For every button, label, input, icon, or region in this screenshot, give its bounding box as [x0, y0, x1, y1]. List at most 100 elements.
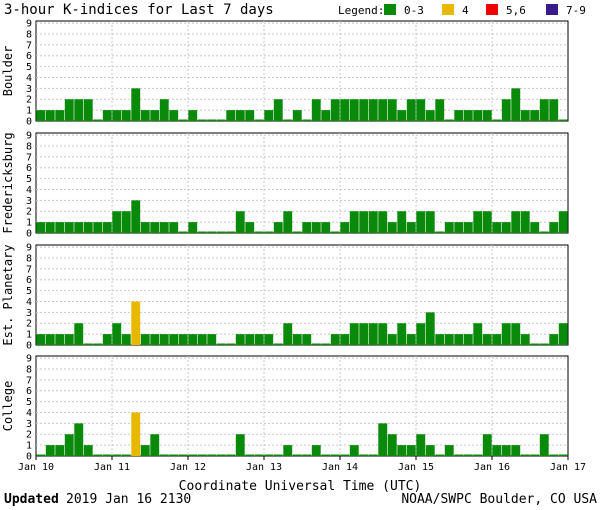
k-index-bar — [482, 110, 492, 121]
k-index-bar — [492, 334, 502, 345]
y-tick-label: 5 — [26, 286, 32, 297]
y-tick-label: 6 — [26, 51, 32, 62]
k-index-bar — [226, 343, 236, 345]
k-index-bar — [520, 110, 530, 121]
k-index-bar — [558, 211, 568, 233]
k-index-bar — [549, 99, 559, 121]
k-index-bar — [378, 323, 388, 345]
k-index-bar — [416, 211, 426, 233]
k-index-bar — [226, 454, 236, 456]
k-index-bar — [473, 323, 483, 345]
k-index-bar — [539, 231, 549, 233]
k-index-bar — [216, 454, 226, 456]
k-index-bar — [416, 323, 426, 345]
k-index-bar — [159, 222, 169, 233]
k-index-bar — [330, 454, 340, 456]
legend-label-3: 5,6 — [506, 4, 526, 17]
k-index-bar — [425, 445, 435, 456]
k-index-bar — [311, 222, 321, 233]
k-index-bar — [121, 334, 131, 345]
k-index-bar — [283, 211, 293, 233]
y-tick-label: 9 — [26, 131, 32, 142]
y-tick-label: 1 — [26, 106, 32, 117]
k-index-bar — [283, 445, 293, 456]
k-index-bar — [330, 231, 340, 233]
k-index-bar — [93, 119, 103, 121]
k-index-bar — [102, 334, 112, 345]
k-index-bar — [197, 231, 207, 233]
k-index-bar — [330, 334, 340, 345]
k-index-bar — [530, 222, 540, 233]
k-index-bar — [368, 211, 378, 233]
k-index-bar — [74, 99, 84, 121]
k-index-bar — [492, 445, 502, 456]
y-tick-label: 9 — [26, 19, 32, 30]
k-index-bar — [435, 99, 445, 121]
y-tick-label: 5 — [26, 174, 32, 185]
y-tick-label: 4 — [26, 297, 32, 308]
k-index-bar — [454, 454, 464, 456]
y-tick-label: 2 — [26, 430, 32, 441]
k-index-bar — [93, 454, 103, 456]
k-index-bar — [311, 445, 321, 456]
legend-title: Legend: — [338, 4, 384, 17]
k-index-bar — [292, 454, 302, 456]
k-index-bar — [169, 222, 179, 233]
k-index-bar — [188, 222, 198, 233]
panel-label: Fredericksburg — [1, 132, 15, 233]
y-tick-label: 0 — [26, 341, 32, 352]
k-index-bar — [55, 110, 65, 121]
k-index-bar — [74, 323, 84, 345]
k-index-bar — [216, 231, 226, 233]
k-index-bar — [321, 222, 331, 233]
k-index-bar — [283, 119, 293, 121]
k-index-bar — [45, 334, 55, 345]
k-index-bar — [159, 99, 169, 121]
k-index-bar — [520, 211, 530, 233]
k-index-bar — [197, 334, 207, 345]
y-tick-label: 7 — [26, 40, 32, 51]
k-index-bar — [292, 110, 302, 121]
k-index-bar — [264, 454, 274, 456]
k-index-bar — [444, 445, 454, 456]
k-index-bar — [473, 211, 483, 233]
k-index-bar — [226, 110, 236, 121]
y-tick-label: 6 — [26, 163, 32, 174]
k-index-bar — [254, 119, 264, 121]
k-index-bar — [359, 323, 369, 345]
legend-swatch-2 — [442, 4, 454, 15]
x-axis: Jan 10 Jan 11 Jan 12 Jan 13 Jan 14 Jan 15 Jan … — [18, 456, 586, 473]
k-index-bar — [549, 454, 559, 456]
k-index-bar — [444, 334, 454, 345]
k-index-bar — [406, 222, 416, 233]
k-index-bar — [150, 222, 160, 233]
k-index-bar — [112, 454, 122, 456]
k-index-bar — [197, 454, 207, 456]
k-index-bar — [273, 343, 283, 345]
x-tick-label: Jan 10 — [18, 462, 54, 473]
k-index-bar — [216, 119, 226, 121]
k-index-bar — [454, 110, 464, 121]
k-index-bar — [93, 343, 103, 345]
updated-label: Updated — [4, 492, 59, 507]
legend-swatch-3 — [486, 4, 498, 15]
k-index-bar — [121, 454, 131, 456]
k-index-bar — [245, 222, 255, 233]
k-index-bar — [178, 454, 188, 456]
k-index-bar — [112, 323, 122, 345]
k-index-bar — [520, 334, 530, 345]
k-index-bar — [245, 454, 255, 456]
k-index-bar — [511, 445, 521, 456]
y-tick-label: 3 — [26, 419, 32, 430]
y-tick-label: 8 — [26, 141, 32, 152]
k-index-bar — [273, 222, 283, 233]
legend-label-4: 7-9 — [566, 4, 586, 17]
y-tick-label: 1 — [26, 218, 32, 229]
k-index-bar — [530, 110, 540, 121]
k-index-bar — [169, 334, 179, 345]
k-index-bar — [425, 312, 435, 345]
k-index-bar — [387, 99, 397, 121]
